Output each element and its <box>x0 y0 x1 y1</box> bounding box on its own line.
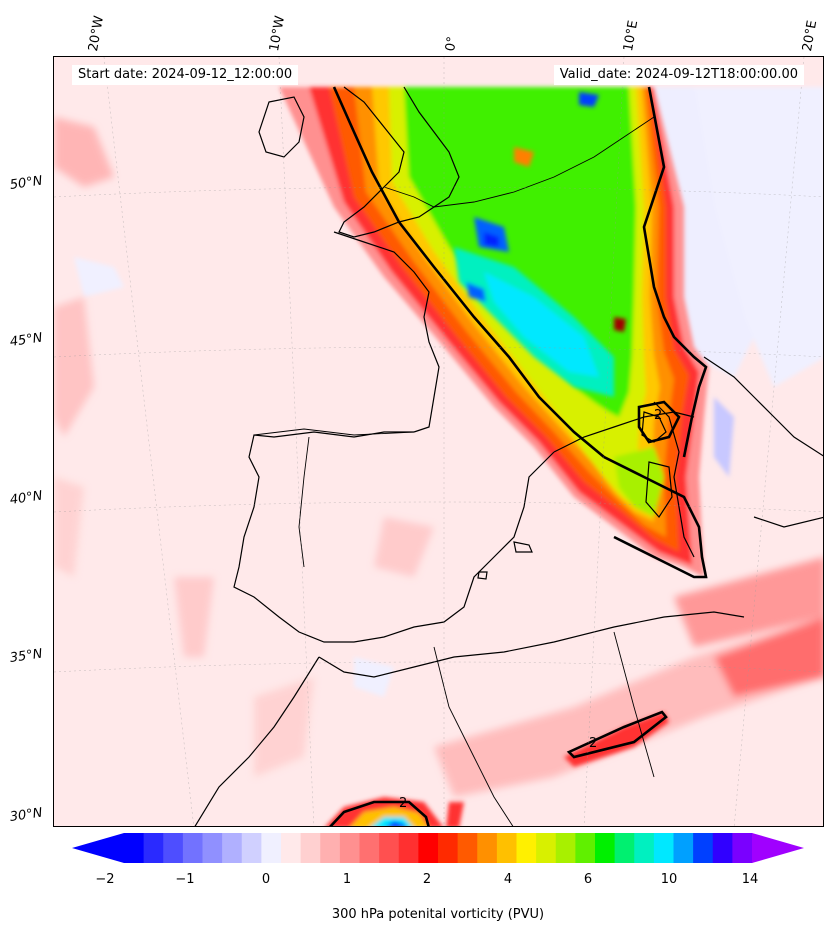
coast-north-africa <box>318 611 745 678</box>
pv-2-contour-main-east <box>642 86 708 458</box>
colorbar-tick-1: 1 <box>342 872 352 887</box>
coast-france <box>333 231 440 433</box>
borders-north <box>383 116 655 208</box>
colorbar-segment <box>359 833 380 863</box>
colorbar-segment <box>379 833 400 863</box>
colorbar-segment <box>575 833 596 863</box>
coast-italy <box>653 401 695 558</box>
colorbar-segment <box>300 833 321 863</box>
lon-label-0: 0° <box>443 35 461 53</box>
colorbar-segment <box>418 833 439 863</box>
colorbar-segment <box>536 833 557 863</box>
pv-map: 2 2 2 <box>54 57 823 826</box>
coast-sardinia <box>645 461 673 518</box>
contour-label-italy: 2 <box>654 408 662 423</box>
colorbar-segment <box>182 833 203 863</box>
colorbar-tick-4: 4 <box>503 872 513 887</box>
colorbar-tick-2: 2 <box>422 872 432 887</box>
lat-label-50n: 50°N <box>8 173 44 193</box>
valid-date-label: Valid_date: 2024-09-12T18:00:00.00 <box>553 65 804 85</box>
lon-label-20e: 20°E <box>800 19 821 53</box>
colorbar-segment <box>614 833 635 863</box>
lon-label-20w: 20°W <box>86 14 108 53</box>
pv-high-cores <box>454 92 626 397</box>
colorbar-segment <box>634 833 655 863</box>
coast-greece <box>753 516 823 528</box>
lat-label-40n: 40°N <box>8 488 44 508</box>
coast-britain <box>338 86 460 238</box>
colorbar-extend-high <box>752 833 804 863</box>
map-panel[interactable]: 2 2 2 <box>53 56 824 827</box>
colorbar-tick-14: 14 <box>741 872 759 887</box>
lat-label-35n: 35°N <box>8 646 44 666</box>
colorbar-segment <box>732 833 753 863</box>
colorbar-tick-10: 10 <box>660 872 678 887</box>
pv-2-contour-ring <box>637 400 681 444</box>
colorbar-segment <box>222 833 243 863</box>
colorbar-label: 300 hPa potenital vorticity (PVU) <box>331 907 545 922</box>
coast-gulf-lion <box>553 411 695 453</box>
colorbar-segment <box>241 833 262 863</box>
colorbar-segment <box>124 833 145 863</box>
colorbar-tick-m1: −1 <box>175 872 195 887</box>
colorbar-segment <box>261 833 282 863</box>
contour-label-bottom: 2 <box>399 796 407 811</box>
pv-streaks <box>54 117 823 797</box>
coast-iberia <box>233 431 555 643</box>
coast-morocco <box>194 656 320 826</box>
coast-ibiza <box>477 571 488 580</box>
colorbar-segment <box>712 833 733 863</box>
coastlines <box>194 86 823 826</box>
lat-label-45n: 45°N <box>8 330 44 350</box>
colorbar-extend-low <box>72 833 124 863</box>
lon-label-10w: 10°W <box>267 14 289 53</box>
colorbar-tick-0: 0 <box>261 872 271 887</box>
pv-streamer <box>279 87 709 577</box>
colorbar-tick-6: 6 <box>583 872 593 887</box>
colorbar-segment <box>477 833 498 863</box>
lon-label-10e: 10°E <box>621 19 642 53</box>
colorbar-segment <box>438 833 459 863</box>
colorbar-segment <box>693 833 714 863</box>
lat-label-30n: 30°N <box>8 805 44 825</box>
colorbar-segment <box>516 833 537 863</box>
pv-2-contour-main-west <box>332 86 708 579</box>
colorbar-segment <box>281 833 302 863</box>
graticule <box>54 57 823 826</box>
coast-adriatic <box>703 356 823 457</box>
colorbar-segment <box>398 833 419 863</box>
colorbar-segment <box>496 833 517 863</box>
colorbar-segment <box>595 833 616 863</box>
pv-2-contour-africa <box>566 710 668 759</box>
coast-ireland <box>258 96 305 158</box>
coast-mallorca <box>513 541 533 553</box>
colorbar-segment <box>555 833 576 863</box>
borders-iberia <box>253 428 415 568</box>
colorbar-segment <box>202 833 223 863</box>
contour-label-africa: 2 <box>589 736 597 751</box>
colorbar-segment <box>653 833 674 863</box>
colorbar-segment <box>457 833 478 863</box>
colorbar-tick-m2: −2 <box>95 872 115 887</box>
colorbar-segment <box>163 833 184 863</box>
pv-2-contour-bottom <box>329 800 430 826</box>
colorbar-segment <box>673 833 694 863</box>
colorbar <box>72 833 804 863</box>
colorbar-segment <box>320 833 341 863</box>
start-date-label: Start date: 2024-09-12_12:00:00 <box>72 65 299 85</box>
colorbar-segment <box>143 833 164 863</box>
pv-2-contours <box>329 86 708 826</box>
colorbar-segment <box>339 833 360 863</box>
